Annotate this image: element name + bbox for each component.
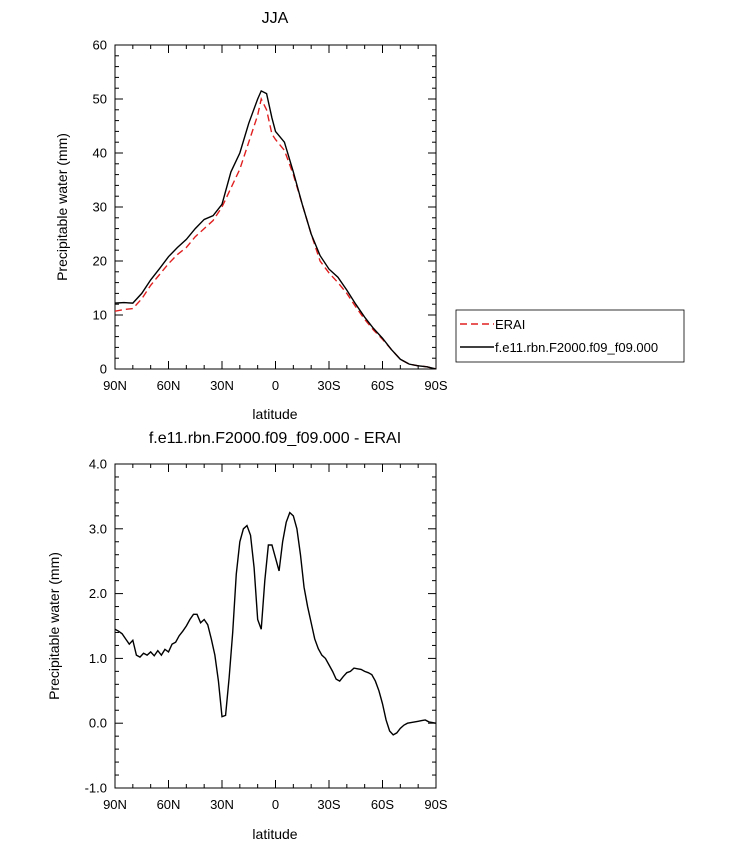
bottom-chart-title: f.e11.rbn.F2000.f09_f09.000 - ERAI — [149, 430, 401, 447]
legend-box — [455, 309, 685, 363]
bottom-xtick-label: 0 — [272, 797, 279, 812]
series-line-difference — [115, 511, 436, 736]
series-line-model — [115, 89, 436, 369]
top-chart-title: JJA — [262, 10, 289, 27]
top-xtick-label: 0 — [272, 378, 279, 393]
bottom-ytick-label: -1.0 — [85, 781, 107, 796]
bottom-panel: f.e11.rbn.F2000.f09_f09.000 - ERAI 90N 6… — [46, 430, 448, 842]
legend-label-model: f.e11.rbn.F2000.f09_f09.000 — [495, 340, 658, 355]
top-y-axis-label: Precipitable water (mm) — [54, 133, 70, 281]
bottom-ytick-label: 3.0 — [89, 521, 107, 536]
top-xtick-label: 30S — [317, 378, 340, 393]
top-xtick-label: 90N — [103, 378, 127, 393]
top-xtick-label: 60S — [371, 378, 394, 393]
top-ytick-label: 40 — [93, 146, 107, 161]
series-line-erai — [115, 96, 436, 369]
top-ytick-label: 0 — [100, 362, 107, 377]
top-axis-ticks — [114, 44, 437, 370]
bottom-ytick-label: 4.0 — [89, 457, 107, 472]
top-ytick-label: 50 — [93, 92, 107, 107]
bottom-axis-ticks — [114, 463, 437, 789]
top-ytick-label: 10 — [93, 308, 107, 323]
legend-label-erai: ERAI — [495, 317, 525, 332]
bottom-ytick-label: 1.0 — [89, 651, 107, 666]
bottom-xtick-label: 90N — [103, 797, 127, 812]
bottom-y-axis-label: Precipitable water (mm) — [46, 552, 62, 700]
top-ytick-label: 30 — [93, 200, 107, 215]
top-ytick-label: 20 — [93, 254, 107, 269]
top-xtick-label: 90S — [424, 378, 447, 393]
top-x-tick-labels: 90N 60N 30N 0 30S 60S 90S — [103, 378, 448, 393]
top-y-tick-labels: 0 10 20 30 40 50 60 — [93, 38, 107, 377]
bottom-ytick-label: 0.0 — [89, 716, 107, 731]
bottom-xtick-label: 60N — [157, 797, 181, 812]
legend: ERAI f.e11.rbn.F2000.f09_f09.000 — [455, 309, 685, 363]
bottom-x-tick-labels: 90N 60N 30N 0 30S 60S 90S — [103, 797, 448, 812]
top-xtick-label: 30N — [210, 378, 234, 393]
bottom-xtick-label: 30N — [210, 797, 234, 812]
top-ytick-label: 60 — [93, 38, 107, 53]
bottom-xtick-label: 30S — [317, 797, 340, 812]
bottom-x-axis-label: latitude — [252, 826, 297, 842]
top-panel: JJA 90N 60N 30N 0 30S 60S 90S 0 10 20 30… — [54, 10, 685, 422]
top-x-axis-label: latitude — [252, 406, 297, 422]
bottom-y-tick-labels: -1.0 0.0 1.0 2.0 3.0 4.0 — [85, 457, 107, 796]
bottom-xtick-label: 60S — [371, 797, 394, 812]
bottom-xtick-label: 90S — [424, 797, 447, 812]
bottom-ytick-label: 2.0 — [89, 586, 107, 601]
top-xtick-label: 60N — [157, 378, 181, 393]
